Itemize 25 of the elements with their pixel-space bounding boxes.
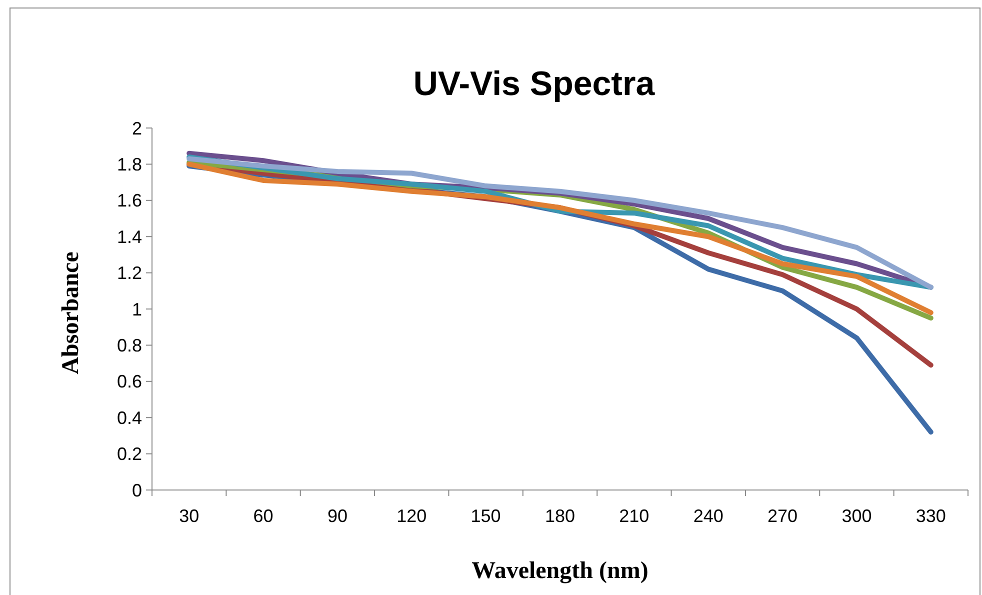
- x-tick-label: 30: [179, 506, 200, 526]
- chart-title: UV-Vis Spectra: [413, 65, 656, 103]
- x-tick-label: 210: [619, 506, 650, 526]
- x-tick-label: 300: [842, 506, 872, 526]
- x-tick-label: 240: [693, 506, 724, 526]
- y-tick-label: 0.4: [116, 408, 142, 428]
- y-tick-label: 0.2: [116, 444, 142, 464]
- y-tick-label: 2: [132, 118, 142, 138]
- y-tick-label: 0: [132, 480, 142, 500]
- y-tick-label: 1.4: [116, 226, 142, 247]
- x-tick-label: 150: [470, 506, 501, 526]
- x-tick-label: 90: [327, 506, 348, 526]
- x-tick-label: 270: [768, 506, 798, 526]
- y-tick-label: 1.8: [116, 154, 142, 174]
- x-tick-label: 120: [396, 506, 427, 526]
- x-axis-title: Wavelength (nm): [472, 558, 648, 584]
- y-tick-label: 1.2: [116, 263, 142, 284]
- y-tick-label: 1: [132, 299, 142, 320]
- x-tick-label: 60: [253, 506, 274, 526]
- x-tick-label: 180: [544, 506, 576, 526]
- x-tick-label: 330: [916, 506, 946, 526]
- y-tick-label: 0.6: [116, 372, 142, 392]
- y-tick-label: 0.8: [116, 336, 142, 356]
- y-axis-title: Absorbance: [58, 251, 84, 374]
- y-tick-label: 1.6: [116, 190, 142, 211]
